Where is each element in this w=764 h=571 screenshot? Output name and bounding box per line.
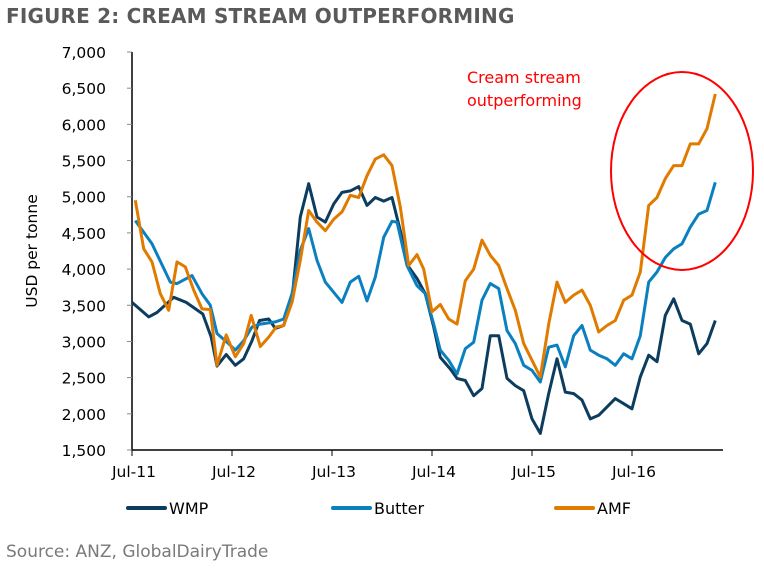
series-line-butter: [134, 181, 717, 384]
x-tick-label: Jul-11: [111, 463, 156, 481]
y-axis: 1,500 2,000 2,500 3,000 3,500 4,000 4,500 5,000…: [62, 44, 133, 460]
series-lines: [131, 93, 717, 435]
x-tick-label: Jul-13: [311, 463, 356, 481]
x-tick-label: Jul-12: [211, 463, 256, 481]
y-tick-label: 6,500: [62, 80, 106, 98]
highlight-ellipse: [610, 71, 754, 271]
y-tick-label: 2,500: [62, 370, 106, 388]
x-tick-label: Jul-15: [511, 463, 556, 481]
legend: WMP Butter AMF: [126, 499, 631, 518]
x-axis: Jul-11 Jul-12 Jul-13 Jul-14 Jul-15 Jul-16: [111, 449, 723, 481]
legend-label-butter: Butter: [374, 499, 425, 518]
chart-title: FIGURE 2: CREAM STREAM OUTPERFORMING: [6, 4, 515, 28]
annotation-line2: outperforming: [467, 91, 582, 110]
x-tick-label: Jul-16: [611, 463, 656, 481]
x-tick-label: Jul-14: [411, 463, 456, 481]
y-axis-label: USD per tonne: [23, 194, 41, 307]
y-tick-label: 3,500: [62, 297, 106, 315]
y-tick-label: 6,000: [62, 116, 106, 134]
legend-label-amf: AMF: [597, 499, 631, 518]
series-line-amf: [133, 93, 717, 379]
y-tick-label: 3,000: [62, 333, 106, 351]
source-note: Source: ANZ, GlobalDairyTrade: [6, 542, 269, 562]
y-tick-label: 2,000: [62, 406, 106, 424]
y-tick-label: 1,500: [62, 442, 106, 460]
y-tick-label: 5,500: [62, 153, 106, 171]
y-tick-label: 4,500: [62, 225, 106, 243]
series-line-wmp: [131, 182, 717, 435]
y-tick-label: 4,000: [62, 261, 106, 279]
legend-label-wmp: WMP: [169, 499, 209, 518]
y-tick-label: 7,000: [62, 44, 106, 62]
annotation-line1: Cream stream: [467, 68, 581, 87]
y-tick-label: 5,000: [62, 189, 106, 207]
